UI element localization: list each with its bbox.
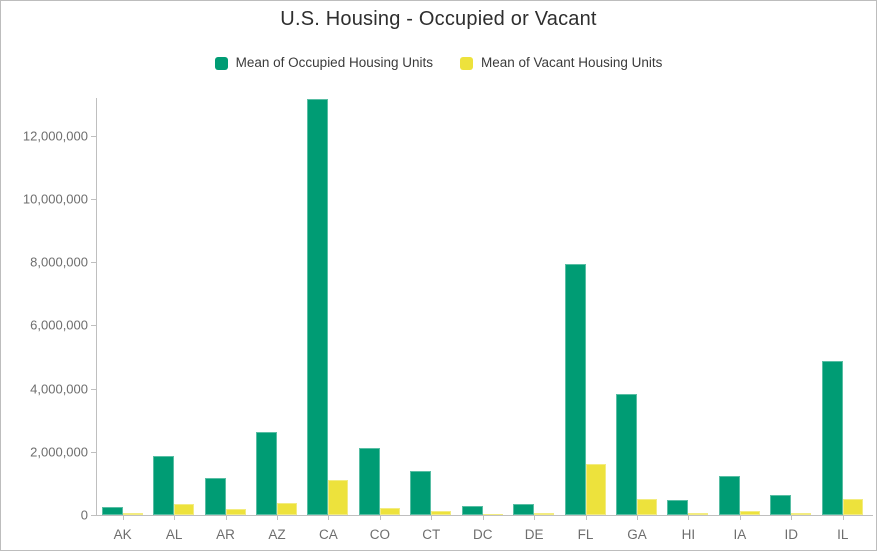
x-tick-mark (431, 516, 433, 520)
bar-occupied-HI[interactable] (667, 500, 689, 515)
x-tick-mark (225, 516, 227, 520)
bar-vacant-DE[interactable] (534, 513, 555, 515)
y-tick-mark (91, 262, 96, 264)
x-tick-mark (585, 516, 587, 520)
legend-item-occupied[interactable]: Mean of Occupied Housing Units (214, 55, 433, 71)
bar-vacant-DC[interactable] (482, 513, 503, 515)
bar-occupied-AZ[interactable] (255, 431, 277, 515)
bar-occupied-FL[interactable] (564, 263, 586, 515)
bar-vacant-AK[interactable] (122, 513, 143, 515)
bar-vacant-ID[interactable] (791, 512, 812, 515)
bar-occupied-CA[interactable] (307, 98, 329, 515)
bar-vacant-CT[interactable] (431, 510, 452, 515)
x-tick-label-ID: ID (784, 527, 799, 542)
occupied-swatch-icon (214, 56, 228, 70)
bar-occupied-GA[interactable] (616, 394, 637, 515)
y-tick-mark (91, 199, 96, 201)
y-tick-label: 4,000,000 (30, 381, 88, 397)
x-tick-mark (379, 516, 381, 520)
x-tick-label-AZ: AZ (268, 527, 286, 542)
bar-occupied-AK[interactable] (101, 507, 123, 515)
y-tick-mark (91, 515, 96, 516)
y-tick-label: 10,000,000 (22, 191, 88, 207)
legend-label: Mean of Occupied Housing Units (235, 55, 433, 71)
bar-vacant-GA[interactable] (637, 499, 657, 515)
bar-occupied-DE[interactable] (513, 503, 535, 515)
x-tick-label-GA: GA (627, 527, 647, 542)
chart-title: U.S. Housing - Occupied or Vacant (280, 8, 597, 30)
legend-label: Mean of Vacant Housing Units (481, 55, 663, 71)
x-tick-label-AK: AK (113, 527, 132, 542)
x-tick-label-IA: IA (733, 527, 747, 542)
legend: Mean of Occupied Housing Units Mean of Va… (1, 54, 876, 72)
y-tick-label: 12,000,000 (22, 128, 88, 144)
x-tick-label-DC: DC (472, 527, 493, 542)
bar-occupied-IA[interactable] (718, 475, 740, 515)
x-tick-mark (122, 516, 124, 520)
x-tick-label-CT: CT (422, 527, 441, 542)
bar-occupied-CT[interactable] (410, 471, 432, 515)
x-tick-mark (482, 516, 484, 520)
x-tick-mark (688, 516, 690, 520)
y-tick-mark (91, 135, 96, 137)
x-tick-mark (174, 516, 176, 520)
bar-occupied-DC[interactable] (461, 506, 483, 515)
bar-vacant-AR[interactable] (225, 508, 246, 515)
bar-vacant-AZ[interactable] (276, 503, 297, 515)
y-tick-label: 6,000,000 (30, 317, 88, 333)
y-tick-label: 8,000,000 (30, 254, 88, 270)
bar-occupied-AL[interactable] (153, 455, 175, 515)
y-tick-label: 0 (80, 507, 88, 523)
x-tick-label-CO: CO (369, 527, 390, 542)
y-tick-mark (91, 325, 96, 327)
y-tick-mark (91, 388, 96, 390)
bar-vacant-HI[interactable] (688, 512, 709, 515)
bar-occupied-IL[interactable] (821, 360, 843, 515)
x-tick-mark (637, 516, 638, 520)
bar-vacant-IL[interactable] (842, 499, 863, 515)
x-tick-label-CA: CA (319, 527, 338, 542)
x-axis-line (96, 515, 873, 516)
x-tick-label-AR: AR (216, 527, 235, 542)
bar-occupied-AR[interactable] (204, 478, 226, 515)
x-tick-mark (534, 516, 536, 520)
y-axis-line (96, 98, 97, 515)
legend-item-vacant[interactable]: Mean of Vacant Housing Units (460, 56, 662, 70)
x-tick-label-HI: HI (681, 527, 696, 542)
vacant-swatch-icon (460, 56, 473, 70)
x-tick-label-DE: DE (524, 527, 544, 542)
x-tick-mark (276, 516, 278, 520)
x-tick-mark (739, 516, 741, 520)
x-tick-label-IL: IL (837, 527, 849, 542)
bar-vacant-CO[interactable] (379, 507, 400, 515)
x-tick-label-FL: FL (577, 527, 594, 542)
x-tick-mark (842, 516, 844, 520)
bar-vacant-AL[interactable] (174, 503, 195, 515)
y-tick-mark (91, 451, 96, 453)
bar-vacant-CA[interactable] (328, 479, 349, 515)
x-tick-label-AL: AL (165, 527, 183, 542)
bar-vacant-FL[interactable] (585, 463, 606, 515)
x-tick-mark (791, 516, 793, 520)
y-tick-label: 2,000,000 (30, 444, 88, 460)
bar-vacant-IA[interactable] (739, 511, 760, 515)
bar-occupied-CO[interactable] (358, 448, 380, 515)
bar-occupied-ID[interactable] (770, 495, 792, 515)
x-tick-mark (328, 516, 330, 520)
